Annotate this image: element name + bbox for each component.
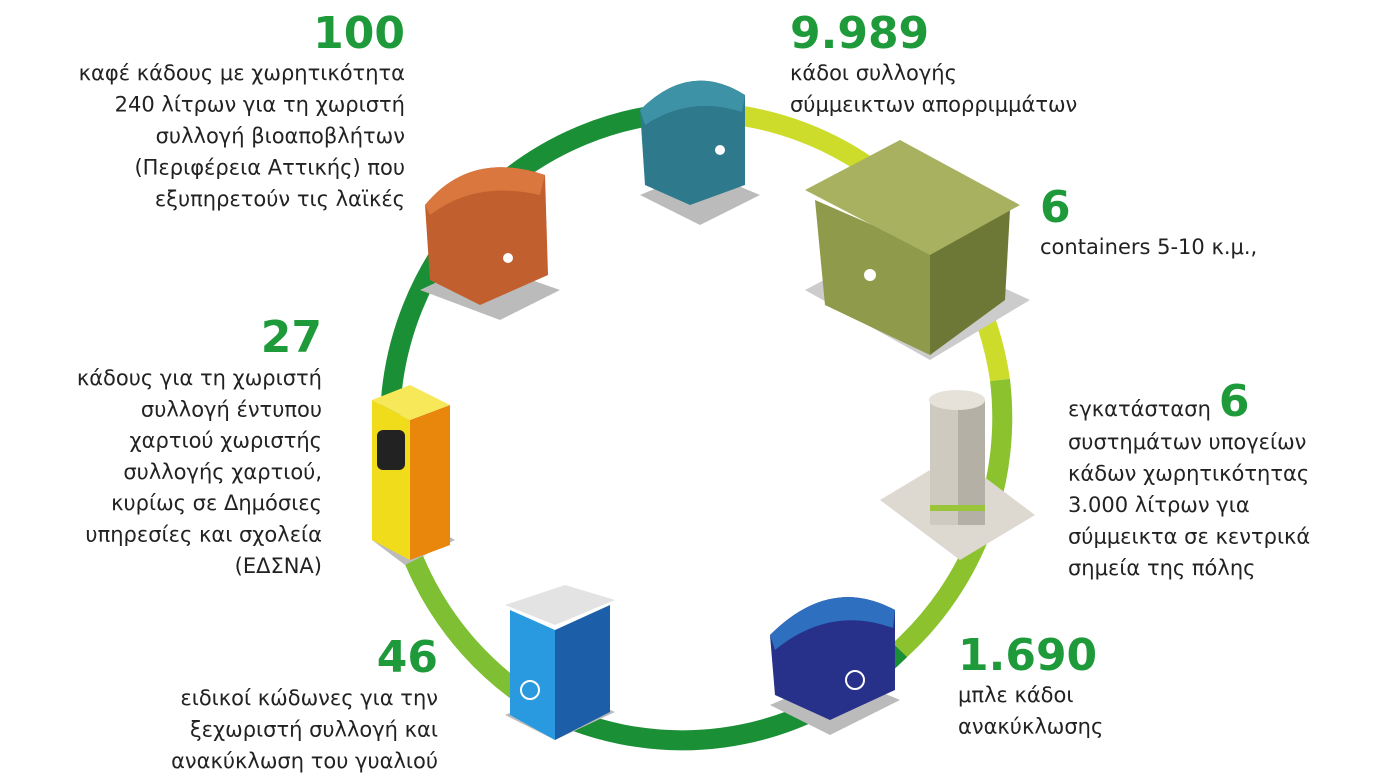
description: σύμμεικτα σε κεντρικά [1068,525,1310,549]
description: κάδων χωρητικότητας [1068,462,1309,486]
description: 240 λίτρων για τη χωριστή [115,93,405,117]
underground-bin [880,390,1035,560]
description: χαρτιού χωριστής [130,429,322,453]
description: συλλογή έντυπου [141,397,322,421]
blue-bin [770,597,900,735]
container [805,140,1030,360]
teal-bin [640,80,760,225]
description: σημεία της πόλης [1068,556,1255,580]
description: ξεχωριστή συλλογή και [190,718,438,742]
glass-bin [505,585,615,740]
number: 6 [1219,376,1250,427]
description: εξυπηρετούν τις λαϊκές [155,187,405,211]
number: 9.989 [790,8,929,59]
description: 3.000 λίτρων για [1068,493,1250,517]
description: (ΕΔΣΝΑ) [235,554,322,578]
description: ανακύκλωσης [958,715,1103,739]
description: σύμμεικτων απορριμμάτων [790,93,1077,117]
number: 6 [1040,182,1071,233]
number: 27 [261,312,322,363]
prefix: εγκατάσταση [1068,397,1211,421]
description: κάδοι συλλογής [790,61,957,85]
description: συλλογής χαρτιού, [123,460,322,484]
description: συστημάτων υπογείων [1068,430,1306,454]
description: ανακύκλωση του γυαλιού [171,749,438,773]
description: συλλογή βιοαποβλήτων [156,124,405,148]
description: containers 5-10 κ.μ., [1040,235,1257,259]
paper-bin [372,385,455,565]
description: καφέ κάδους με χωρητικότητα [79,61,405,85]
description: (Περιφέρεια Αττικής) που [134,156,405,180]
description: μπλε κάδοι [958,683,1073,707]
number: 46 [377,632,438,683]
number: 1.690 [958,630,1097,681]
description: κυρίως σε Δημόσιες [111,491,322,515]
number: 100 [313,8,405,59]
description: υπηρεσίες και σχολεία [85,523,322,547]
description: ειδικοί κώδωνες για την [180,686,438,710]
brown-bin [420,167,560,320]
description: κάδους για τη χωριστή [77,366,322,390]
